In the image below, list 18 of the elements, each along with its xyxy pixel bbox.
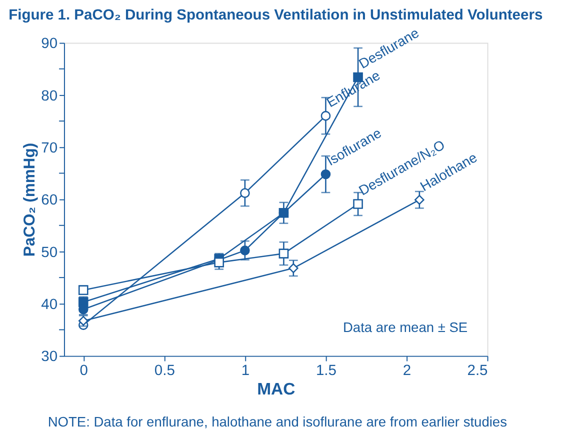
x-tick-label: 2.5	[467, 363, 488, 380]
y-tick-label: 40	[41, 297, 58, 314]
x-tick-label: 1.5	[316, 363, 336, 380]
x-tick-label: 0.5	[154, 363, 175, 380]
y-tick-label: 30	[41, 349, 58, 366]
x-tick-label: 0	[80, 363, 88, 380]
y-tick-label: 60	[41, 192, 58, 209]
y-tick-label: 70	[41, 140, 58, 157]
y-tick-label: 80	[41, 88, 58, 104]
x-axis-title: MAC	[257, 380, 296, 399]
x-tick-label: 2	[402, 363, 412, 380]
text: NOTE: Data for enflurane, halothane and isoflurane are from earlier studies	[48, 414, 508, 430]
annotation: Data are mean ± SE	[342, 320, 468, 336]
y-tick-label: 50	[41, 244, 58, 261]
y-axis-title: PaCO₂ (mmHg)	[21, 142, 38, 257]
y-tick-label: 90	[41, 36, 58, 52]
chart-title: Figure 1. PaCO₂ During Spontaneous Ventilation in Unstimulated Volunteers	[8, 7, 543, 24]
x-tick-label: 1	[241, 363, 250, 380]
